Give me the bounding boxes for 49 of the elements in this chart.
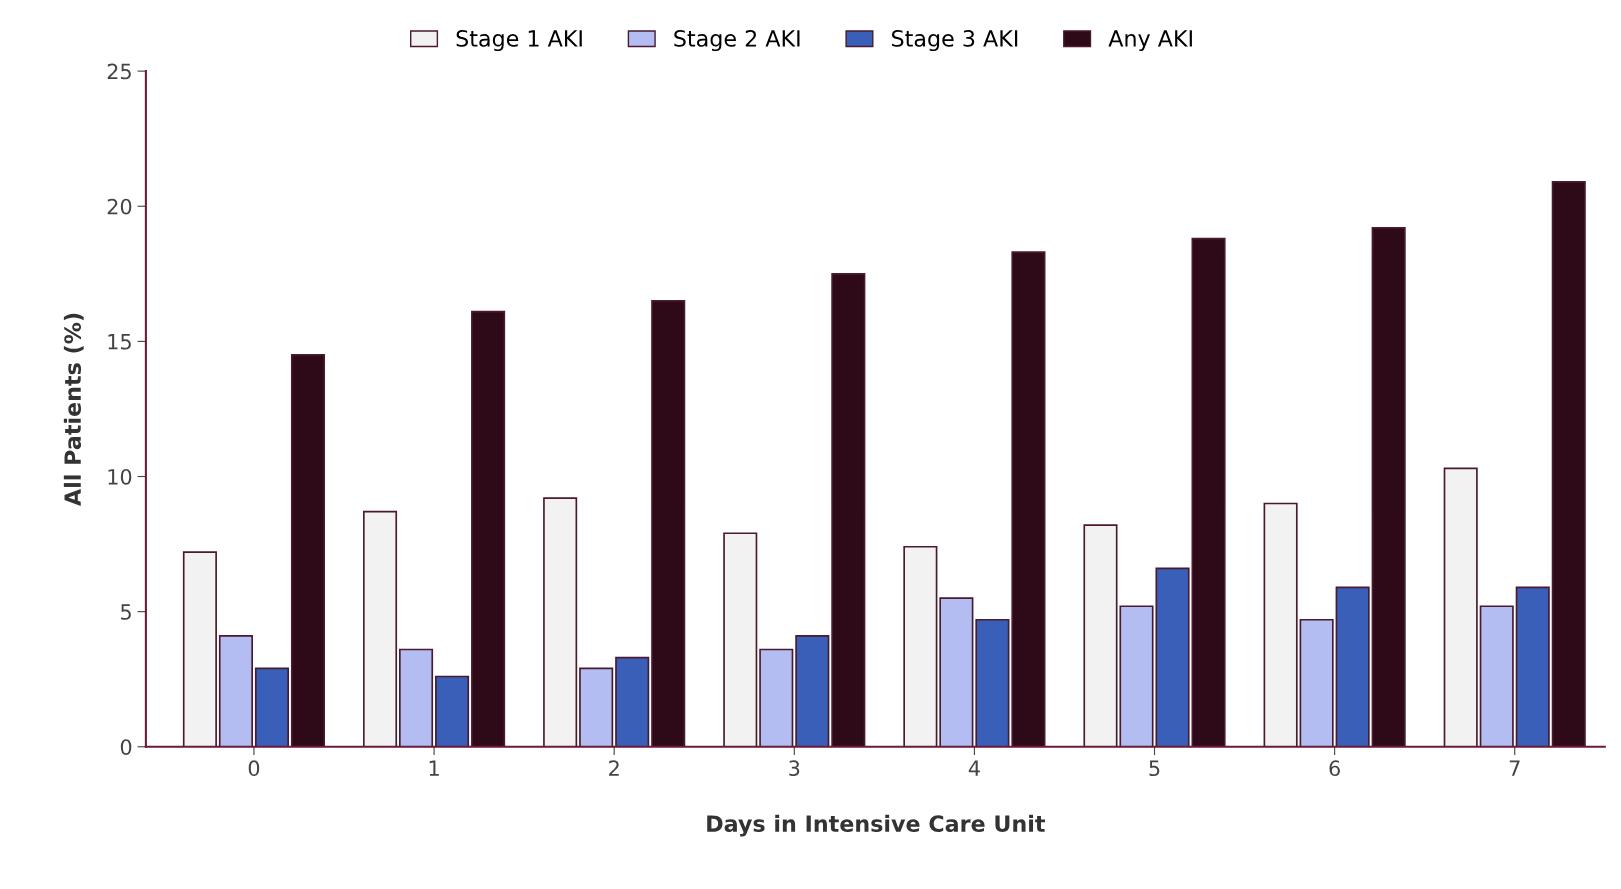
bar: [1335, 586, 1370, 747]
bar: [254, 667, 290, 747]
x-tick-label: 7: [1509, 760, 1520, 776]
bar: [1443, 467, 1478, 747]
bar: [1191, 237, 1226, 747]
y-tick-label: 15: [108, 334, 131, 350]
legend-label: Stage 1 AKI: [456, 30, 582, 52]
bar: [759, 648, 794, 747]
y-tick-label: 5: [121, 604, 131, 620]
bar: [218, 635, 253, 747]
bar: [1011, 251, 1046, 747]
x-tick-label: 1: [429, 760, 439, 776]
x-tick-label: 6: [1329, 760, 1340, 777]
bar: [795, 635, 830, 747]
bar: [362, 510, 398, 747]
y-tick-label: 10: [108, 468, 132, 485]
y-tick-label: 25: [107, 63, 131, 80]
x-axis-title: Days in Intensive Care Unit: [707, 814, 1045, 837]
x-tick-label: 4: [968, 760, 980, 776]
y-tick-label: 0: [120, 739, 132, 755]
bar: [1299, 618, 1334, 747]
bar: [399, 648, 434, 747]
bar: [723, 532, 758, 747]
bar: [615, 656, 650, 747]
bar: [182, 551, 217, 747]
bar: [435, 675, 470, 747]
bar: [579, 667, 614, 747]
bar: [939, 597, 974, 747]
bar: [471, 310, 506, 747]
legend-label: Any AKI: [1108, 30, 1192, 52]
bar: [903, 545, 938, 747]
bar: [651, 300, 686, 747]
x-tick-label: 0: [248, 760, 260, 777]
bar: [290, 354, 326, 747]
x-tick-label: 2: [609, 760, 619, 776]
legend-label: Stage 2 AKI: [674, 30, 800, 52]
bar: [1371, 227, 1406, 747]
bar: [975, 618, 1010, 747]
bar: [1479, 605, 1514, 747]
y-tick-label: 20: [107, 198, 132, 215]
bar: [1263, 502, 1298, 747]
legend-label: Stage 3 AKI: [892, 30, 1018, 52]
x-tick-label: 5: [1149, 760, 1160, 777]
bar: [1551, 181, 1586, 747]
y-axis-title: All Patients (%): [63, 313, 84, 506]
bar: [831, 272, 866, 747]
bar: [543, 497, 578, 747]
x-tick-label: 3: [789, 760, 800, 777]
bar: [1515, 586, 1550, 747]
